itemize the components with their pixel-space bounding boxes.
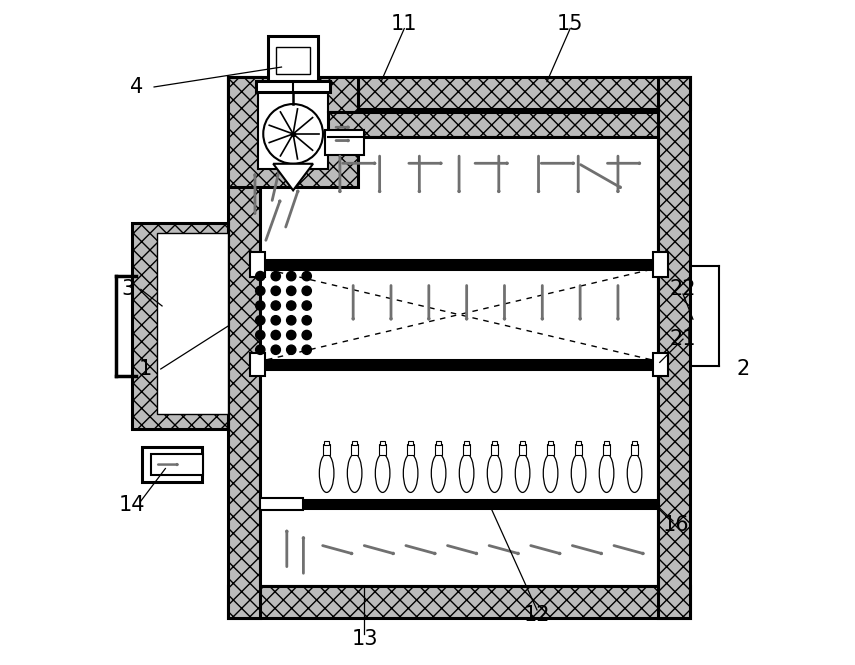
Bar xyxy=(324,442,329,446)
Circle shape xyxy=(256,316,265,325)
Bar xyxy=(436,442,441,446)
Circle shape xyxy=(256,331,265,340)
Ellipse shape xyxy=(571,454,586,492)
Circle shape xyxy=(256,271,265,281)
Circle shape xyxy=(271,316,280,325)
Bar xyxy=(548,442,553,446)
Circle shape xyxy=(302,331,311,340)
Ellipse shape xyxy=(599,454,614,492)
Bar xyxy=(351,444,358,455)
Text: 15: 15 xyxy=(557,14,583,34)
Circle shape xyxy=(286,301,296,310)
Bar xyxy=(157,233,228,414)
Bar xyxy=(325,130,364,156)
Bar xyxy=(380,442,386,446)
Ellipse shape xyxy=(347,454,362,492)
Ellipse shape xyxy=(404,454,418,492)
Bar xyxy=(352,442,357,446)
Bar xyxy=(547,444,554,455)
Bar xyxy=(142,448,202,482)
Circle shape xyxy=(271,331,280,340)
Circle shape xyxy=(286,316,296,325)
Text: 11: 11 xyxy=(391,14,417,34)
Text: 13: 13 xyxy=(351,629,378,649)
Bar xyxy=(604,444,610,455)
Bar xyxy=(260,498,304,509)
Bar xyxy=(408,442,413,446)
Circle shape xyxy=(302,271,311,281)
Bar xyxy=(492,444,498,455)
Text: 4: 4 xyxy=(130,77,144,97)
Bar xyxy=(657,77,690,618)
Bar xyxy=(258,86,328,169)
Circle shape xyxy=(286,345,296,354)
Text: 2: 2 xyxy=(736,359,749,379)
Bar xyxy=(631,444,638,455)
Text: 22: 22 xyxy=(669,279,696,299)
Text: 16: 16 xyxy=(663,515,690,535)
Bar xyxy=(653,353,668,376)
Circle shape xyxy=(302,301,311,310)
Circle shape xyxy=(271,301,280,310)
Circle shape xyxy=(271,271,280,281)
Bar xyxy=(604,442,610,446)
Bar xyxy=(464,442,469,446)
Circle shape xyxy=(302,345,311,354)
Bar xyxy=(492,442,498,446)
Circle shape xyxy=(286,271,296,281)
Bar xyxy=(150,454,203,475)
Bar xyxy=(328,112,657,137)
Ellipse shape xyxy=(375,454,390,492)
Text: 21: 21 xyxy=(669,329,696,349)
Bar xyxy=(228,77,358,186)
Circle shape xyxy=(256,286,265,295)
Circle shape xyxy=(302,316,311,325)
Circle shape xyxy=(302,286,311,295)
Bar xyxy=(228,77,260,618)
Bar xyxy=(380,444,386,455)
Text: 12: 12 xyxy=(524,604,551,624)
Bar xyxy=(251,353,265,376)
Ellipse shape xyxy=(487,454,502,492)
Circle shape xyxy=(286,331,296,340)
Bar xyxy=(228,586,690,618)
Polygon shape xyxy=(274,164,313,190)
Bar xyxy=(251,251,265,277)
Ellipse shape xyxy=(431,454,446,492)
Ellipse shape xyxy=(628,454,642,492)
Bar xyxy=(435,444,442,455)
Circle shape xyxy=(271,345,280,354)
Circle shape xyxy=(256,301,265,310)
Circle shape xyxy=(271,286,280,295)
Ellipse shape xyxy=(459,454,474,492)
Text: 3: 3 xyxy=(121,279,134,299)
Bar xyxy=(260,360,657,369)
Bar xyxy=(304,499,657,508)
Bar xyxy=(463,444,470,455)
Ellipse shape xyxy=(319,454,334,492)
Ellipse shape xyxy=(516,454,530,492)
Bar xyxy=(228,77,690,109)
Circle shape xyxy=(263,104,323,164)
Circle shape xyxy=(286,286,296,295)
Bar xyxy=(632,442,637,446)
Bar xyxy=(576,442,581,446)
Circle shape xyxy=(256,345,265,354)
Bar xyxy=(268,36,318,84)
Bar xyxy=(519,444,526,455)
Bar xyxy=(276,47,310,74)
Ellipse shape xyxy=(543,454,557,492)
Bar xyxy=(520,442,525,446)
Bar xyxy=(323,444,330,455)
Bar xyxy=(575,444,582,455)
Text: 1: 1 xyxy=(139,359,152,379)
Bar xyxy=(133,223,228,429)
Text: 14: 14 xyxy=(119,495,145,515)
Bar xyxy=(407,444,414,455)
Bar xyxy=(653,251,668,277)
Bar xyxy=(260,259,657,269)
Bar xyxy=(260,109,657,586)
Bar xyxy=(256,81,330,92)
